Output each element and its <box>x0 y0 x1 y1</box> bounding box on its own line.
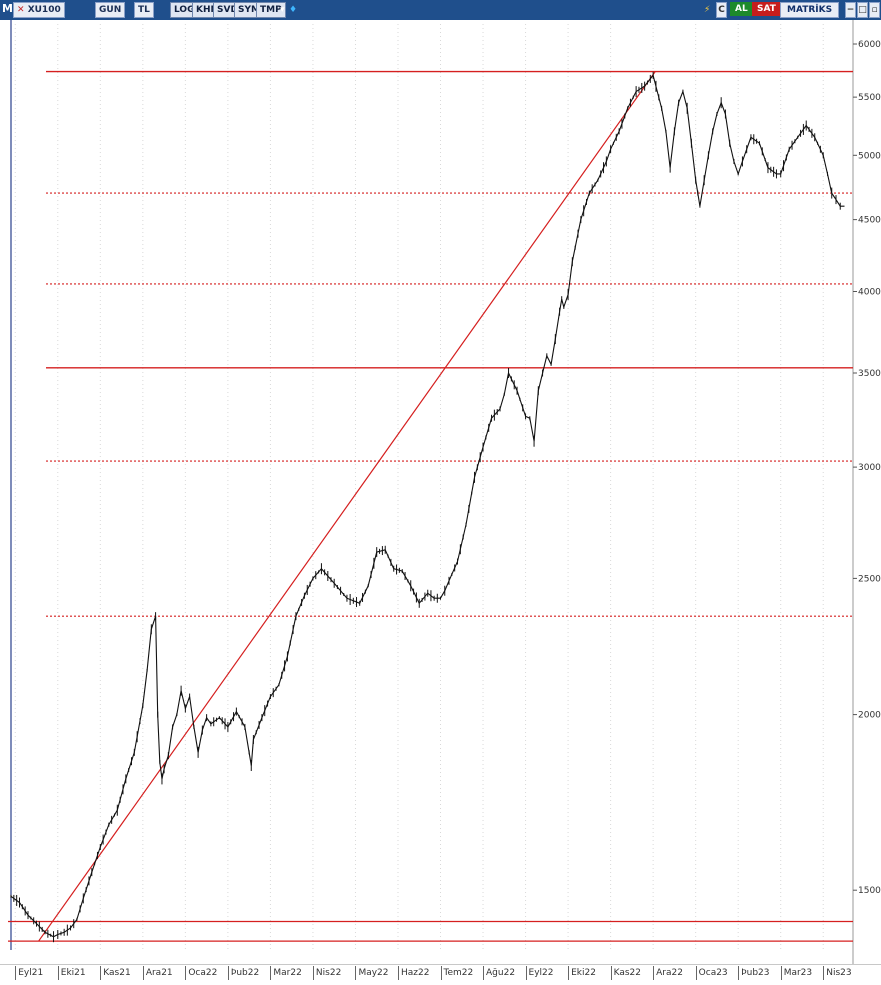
chart-toolbar: M ✕ XU100 GUN TL LOG KHN SVD SYM TMP ▾ ♦… <box>0 0 881 21</box>
x-tick-label: Oca22 <box>185 966 218 980</box>
lightning-icon[interactable]: ⚡ <box>704 5 711 15</box>
tmp-button[interactable]: TMP <box>256 2 286 18</box>
x-tick-label: Nis23 <box>823 966 852 980</box>
y-tick-label-2: 2500. <box>858 574 881 584</box>
price-chart[interactable]: 1500. 2000. 2500. 3000. 3500. 4000. 4500. 5000.… <box>0 20 881 964</box>
y-tick-label-4: 3500. <box>858 369 881 379</box>
x-tick-label: Haz22 <box>397 966 430 980</box>
price-line <box>10 74 845 938</box>
currency-selector[interactable]: TL <box>134 2 154 18</box>
restore-button[interactable]: ▫ <box>869 2 880 18</box>
x-tick-label: Þub22 <box>227 966 260 980</box>
twitter-icon[interactable]: ♦ <box>289 5 298 15</box>
dropdown-arrow-icon[interactable]: ▾ <box>280 5 285 15</box>
x-tick-label: Eyl22 <box>525 966 554 980</box>
x-tick-label: Oca23 <box>695 966 728 980</box>
x-tick-label: Kas22 <box>610 966 641 980</box>
trend-line-0 <box>38 71 656 942</box>
app-letter: M <box>2 2 13 15</box>
x-tick-label: Eki21 <box>57 966 86 980</box>
x-tick-label: Tem22 <box>440 966 474 980</box>
sell-button[interactable]: SAT <box>752 2 781 16</box>
buy-button[interactable]: AL <box>730 2 753 16</box>
symbol-field[interactable]: ✕ XU100 <box>13 2 65 18</box>
x-tick-label: Þub23 <box>738 966 770 980</box>
x-tick-label: Eki22 <box>568 966 596 980</box>
x-tick-label: Ağu22 <box>483 966 516 980</box>
x-tick-label: Eyl21 <box>15 966 44 980</box>
x-tick-label: Ara22 <box>653 966 683 980</box>
y-tick-label-9: 6000. <box>858 40 881 50</box>
y-tick-label-8: 5500. <box>858 93 881 103</box>
maximize-button[interactable]: □ <box>857 2 868 18</box>
x-axis: Eyl21 Eki21 Kas21 Ara21 Oca22 Þub22 Mar22 Nis22… <box>0 964 881 985</box>
symbol-label: XU100 <box>27 5 61 15</box>
y-tick-label-7: 5000. <box>858 151 881 161</box>
x-tick-label: Mar23 <box>780 966 813 980</box>
close-icon[interactable]: ✕ <box>17 5 25 15</box>
y-tick-label-0: 1500. <box>858 886 881 896</box>
period-selector[interactable]: GUN <box>95 2 126 18</box>
y-tick-label-5: 4000. <box>858 288 881 298</box>
y-tick-label-3: 3000. <box>858 463 881 473</box>
x-tick-label: Ara21 <box>142 966 173 980</box>
x-tick-label: Mar22 <box>270 966 302 980</box>
chart-panel[interactable]: 1500. 2000. 2500. 3000. 3500. 4000. 4500. 5000.… <box>0 20 881 964</box>
x-tick-label: Kas21 <box>100 966 131 980</box>
x-tick-label: May22 <box>355 966 389 980</box>
brand-label: MATRİKS <box>780 2 840 18</box>
minimize-button[interactable]: − <box>845 2 856 18</box>
y-tick-label-6: 4500. <box>858 216 881 226</box>
y-tick-label-1: 2000. <box>858 711 881 721</box>
x-tick-label: Nis22 <box>312 966 342 980</box>
refresh-button[interactable]: C <box>716 2 727 18</box>
